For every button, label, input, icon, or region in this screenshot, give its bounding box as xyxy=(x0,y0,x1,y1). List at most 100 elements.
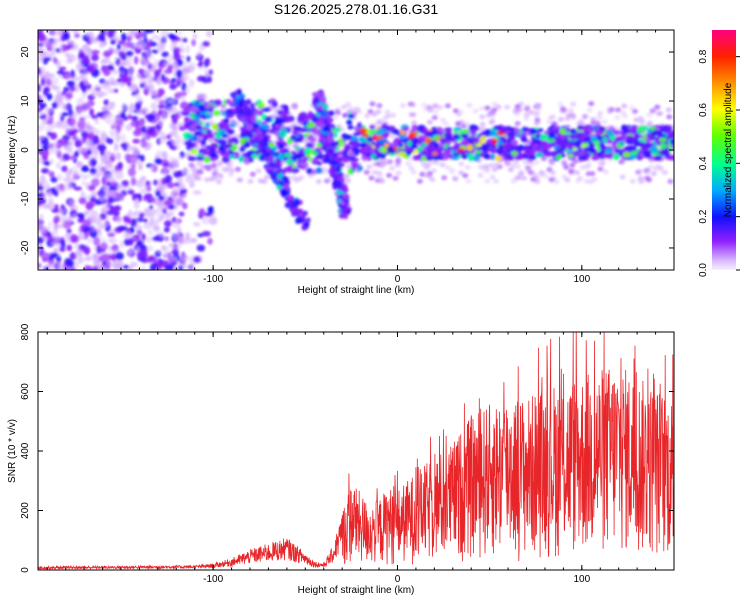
spectrogram-cell xyxy=(445,140,452,146)
spectrogram-cell xyxy=(209,152,218,158)
spectrogram-cell xyxy=(399,103,406,109)
spectrogram-cell xyxy=(89,197,98,202)
spectrogram-cell xyxy=(406,140,413,147)
spectrogram-cell xyxy=(621,103,628,109)
spectrogram-cell xyxy=(353,131,360,137)
spectrogram-cell xyxy=(341,133,348,139)
spectrogram-cell xyxy=(122,264,130,269)
spectrogram-cell xyxy=(376,171,383,176)
spectrogram-cell xyxy=(206,133,215,139)
spectrogram-cell xyxy=(53,223,59,230)
spectrogram-cell xyxy=(505,143,514,150)
spectrogram-cell xyxy=(247,179,254,184)
spectrogram-cell xyxy=(117,161,123,170)
spectrogram-cell xyxy=(455,121,462,127)
spectrogram-cell xyxy=(129,35,134,41)
spectrogram-cell xyxy=(146,245,154,252)
spectrogram-cell xyxy=(189,181,195,189)
spectrogram-cell xyxy=(663,150,671,158)
spectrogram-cell xyxy=(179,95,186,102)
spectrogram-cell xyxy=(151,34,160,40)
spectrogram-cell xyxy=(597,166,604,172)
spectrogram-cell xyxy=(175,218,180,226)
spectrogram-cell xyxy=(163,200,170,206)
spectrogram-cell xyxy=(521,175,527,181)
spectrogram-cell xyxy=(77,233,87,241)
spectrogram-cell xyxy=(253,136,259,141)
spectrogram-cell xyxy=(145,49,151,57)
spectrogram-cell xyxy=(139,117,146,126)
spectrogram-cell xyxy=(433,147,442,152)
spectrogram-cell xyxy=(235,106,241,112)
spectrogram-cell xyxy=(251,116,257,122)
spectrogram-cell xyxy=(293,153,303,160)
spectrogram-cell xyxy=(430,168,437,174)
spectrogram-cell xyxy=(395,158,402,164)
spectrogram-cell xyxy=(110,119,117,128)
spectrogram-cell xyxy=(235,166,241,172)
spectrogram-cell xyxy=(230,91,237,98)
spectrogram-cell xyxy=(228,123,237,128)
snr-ticks: -100 0 100 0 200 400 600 800 xyxy=(20,323,675,585)
spectrogram-cell xyxy=(207,237,213,245)
spectrogram-cell xyxy=(377,120,384,126)
spectrogram-cell xyxy=(89,108,95,117)
spectrogram-cell xyxy=(241,117,247,123)
spectrogram-cell xyxy=(107,189,115,198)
spectrogram-cell xyxy=(103,99,110,106)
spectrogram-cell xyxy=(193,222,201,227)
spectrogram-cell xyxy=(307,148,315,154)
spectrogram-cell xyxy=(476,142,482,147)
spectrogram-cell xyxy=(84,265,93,270)
spectrogram-cell xyxy=(62,32,70,39)
spectrogram-cell xyxy=(605,148,613,154)
spectrogram-cell xyxy=(144,30,151,34)
spectrogram-cell xyxy=(590,116,597,122)
spectrogram-cell xyxy=(311,157,318,164)
spectrogram-cell xyxy=(654,104,661,110)
colorbar-tick-label: 0.2 xyxy=(698,209,709,223)
spectrogram-cell xyxy=(619,174,626,180)
spectrogram-cell xyxy=(123,222,128,227)
spectrogram-cell xyxy=(602,136,608,143)
spectrogram-cell xyxy=(485,139,492,145)
spectrogram-cell xyxy=(268,129,276,134)
spectrogram-cell xyxy=(93,83,103,91)
spectrogram-cell xyxy=(343,145,350,152)
spectrogram-cell xyxy=(113,196,121,201)
spectrogram-cell xyxy=(38,156,43,164)
spectrogram-cell xyxy=(38,67,42,75)
spectrogram-cell xyxy=(168,160,176,170)
spectrogram-cell xyxy=(111,79,119,86)
spectrogram-cell xyxy=(328,153,335,159)
spectrogram-cell xyxy=(38,98,44,105)
spectrogram-cell xyxy=(178,211,185,217)
spectrogram-cell xyxy=(137,162,143,171)
spectrogram-cell xyxy=(535,152,544,158)
snr-xlabel: Height of straight line (km) xyxy=(298,585,415,596)
spectrogram-cell xyxy=(177,196,183,205)
spectrogram-cell xyxy=(155,199,165,207)
spectrogram-cell xyxy=(127,30,136,38)
spectrogram-cell xyxy=(305,142,314,149)
spectrogram-cell xyxy=(239,126,247,132)
spectrogram-cell xyxy=(348,150,355,158)
spectrogram-cell xyxy=(484,153,490,160)
spectrogram-cell xyxy=(484,178,491,184)
spectrogram-cell xyxy=(66,228,72,234)
spectrogram-cell xyxy=(378,138,387,144)
spectrogram-cell xyxy=(298,127,308,133)
spectrogram-cell xyxy=(261,147,267,154)
spectrogram-cell xyxy=(58,189,66,194)
spectrogram-cell xyxy=(66,40,74,46)
spectrogram-cell xyxy=(239,137,246,145)
spectrogram-cell xyxy=(120,133,127,143)
spectrogram-cell xyxy=(134,209,143,215)
spectrogram-cell xyxy=(342,112,349,118)
spectrogram-cell xyxy=(116,43,121,50)
spectrogram-cell xyxy=(167,98,176,104)
spectrogram-cell xyxy=(107,88,115,94)
spectrogram-cell xyxy=(142,248,148,258)
spectrogram-cell xyxy=(93,147,99,156)
